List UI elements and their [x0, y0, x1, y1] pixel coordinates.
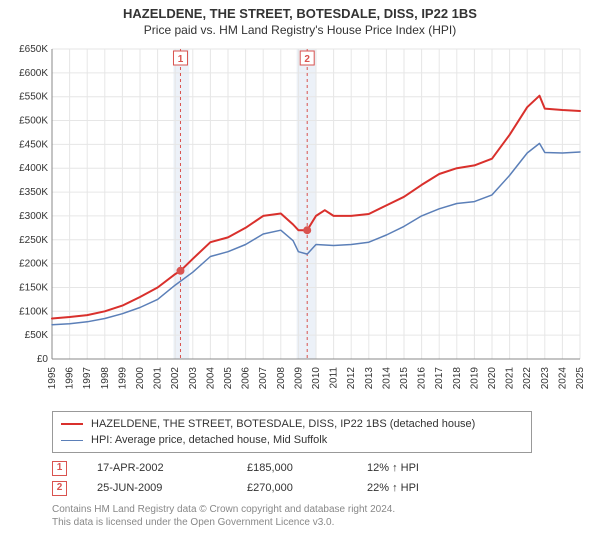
svg-text:2013: 2013	[364, 367, 375, 390]
chart-title: HAZELDENE, THE STREET, BOTESDALE, DISS, …	[10, 6, 590, 21]
svg-text:1997: 1997	[82, 367, 93, 390]
legend-swatch	[61, 423, 83, 425]
svg-text:2022: 2022	[522, 367, 533, 390]
svg-text:£600K: £600K	[19, 68, 48, 79]
footer-note: Contains HM Land Registry data © Crown c…	[52, 503, 582, 529]
svg-text:2009: 2009	[293, 367, 304, 390]
sale-date: 17-APR-2002	[97, 459, 217, 477]
svg-text:2: 2	[304, 54, 310, 65]
svg-text:£50K: £50K	[25, 330, 49, 341]
svg-text:2002: 2002	[170, 367, 181, 390]
svg-text:£150K: £150K	[19, 282, 48, 293]
svg-text:1998: 1998	[100, 367, 111, 390]
sale-marker-badge: 2	[52, 481, 67, 496]
sale-marker-badge: 1	[52, 461, 67, 476]
footer-line-1: Contains HM Land Registry data © Crown c…	[52, 503, 582, 516]
svg-text:£400K: £400K	[19, 163, 48, 174]
svg-text:2005: 2005	[223, 367, 234, 390]
svg-text:2021: 2021	[505, 367, 516, 390]
svg-text:2018: 2018	[452, 367, 463, 390]
footer-line-2: This data is licensed under the Open Gov…	[52, 516, 582, 529]
svg-text:2024: 2024	[557, 367, 568, 390]
legend-row: HAZELDENE, THE STREET, BOTESDALE, DISS, …	[61, 416, 523, 432]
svg-text:£0: £0	[37, 354, 49, 365]
svg-text:2008: 2008	[276, 367, 287, 390]
svg-text:2023: 2023	[540, 367, 551, 390]
sale-date: 25-JUN-2009	[97, 479, 217, 497]
svg-text:2014: 2014	[381, 367, 392, 390]
svg-text:2019: 2019	[469, 367, 480, 390]
svg-text:£500K: £500K	[19, 116, 48, 127]
sale-price: £270,000	[247, 479, 337, 497]
sale-diff: 12% ↑ HPI	[367, 459, 477, 477]
svg-text:2004: 2004	[205, 367, 216, 390]
svg-text:£100K: £100K	[19, 306, 48, 317]
legend-label: HPI: Average price, detached house, Mid …	[91, 432, 327, 448]
svg-text:1996: 1996	[65, 367, 76, 390]
chart-container: HAZELDENE, THE STREET, BOTESDALE, DISS, …	[0, 0, 600, 533]
sales-table: 1 17-APR-2002 £185,000 12% ↑ HPI 2 25-JUN-200…	[52, 459, 582, 497]
svg-text:£250K: £250K	[19, 235, 48, 246]
legend-label: HAZELDENE, THE STREET, BOTESDALE, DISS, …	[91, 416, 475, 432]
svg-text:2012: 2012	[346, 367, 357, 390]
svg-text:£450K: £450K	[19, 139, 48, 150]
svg-text:2016: 2016	[417, 367, 428, 390]
svg-text:£350K: £350K	[19, 187, 48, 198]
svg-text:2010: 2010	[311, 367, 322, 390]
svg-text:£300K: £300K	[19, 211, 48, 222]
chart-subtitle: Price paid vs. HM Land Registry's House …	[10, 23, 590, 37]
legend: HAZELDENE, THE STREET, BOTESDALE, DISS, …	[52, 411, 532, 453]
svg-text:1: 1	[178, 54, 184, 65]
sale-diff: 22% ↑ HPI	[367, 479, 477, 497]
svg-text:2001: 2001	[153, 367, 164, 390]
plot-area: £0 £50K £100K £150K £200K £250K £300K £350K £400…	[10, 45, 590, 405]
sale-row: 1 17-APR-2002 £185,000 12% ↑ HPI	[52, 459, 582, 477]
svg-text:2017: 2017	[434, 367, 445, 390]
svg-text:£550K: £550K	[19, 92, 48, 103]
chart-svg: £0 £50K £100K £150K £200K £250K £300K £350K £400…	[10, 45, 590, 405]
svg-text:2006: 2006	[241, 367, 252, 390]
svg-text:2011: 2011	[329, 367, 340, 389]
svg-text:2025: 2025	[575, 367, 586, 390]
sale-row: 2 25-JUN-2009 £270,000 22% ↑ HPI	[52, 479, 582, 497]
svg-text:£200K: £200K	[19, 259, 48, 270]
svg-text:2015: 2015	[399, 367, 410, 390]
sale-price: £185,000	[247, 459, 337, 477]
svg-text:2020: 2020	[487, 367, 498, 390]
svg-text:2007: 2007	[258, 367, 269, 390]
svg-text:2000: 2000	[135, 367, 146, 390]
legend-swatch	[61, 440, 83, 441]
svg-text:£650K: £650K	[19, 45, 48, 55]
legend-row: HPI: Average price, detached house, Mid …	[61, 432, 523, 448]
svg-text:2003: 2003	[188, 367, 199, 390]
svg-text:1999: 1999	[117, 367, 128, 390]
svg-text:1995: 1995	[47, 367, 58, 390]
